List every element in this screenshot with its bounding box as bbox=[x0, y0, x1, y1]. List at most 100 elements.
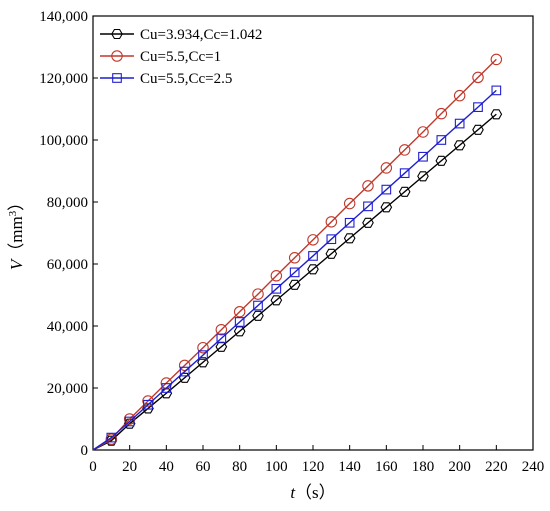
data-point bbox=[143, 399, 153, 410]
x-tick-label: 240 bbox=[522, 459, 545, 475]
data-point bbox=[453, 89, 466, 102]
x-tick-label: 220 bbox=[485, 459, 508, 475]
data-point bbox=[197, 341, 209, 354]
data-point bbox=[435, 155, 448, 166]
data-point bbox=[490, 53, 503, 66]
x-tick-label: 180 bbox=[412, 459, 435, 475]
y-axis-unit-exp: 3 bbox=[7, 210, 19, 216]
data-point bbox=[106, 432, 117, 443]
y-tick-label: 140,000 bbox=[39, 9, 88, 25]
data-point bbox=[197, 357, 209, 368]
data-point bbox=[380, 202, 393, 213]
data-point bbox=[270, 295, 283, 306]
data-point bbox=[288, 252, 301, 264]
series-line bbox=[92, 58, 497, 451]
y-tick-label: 100,000 bbox=[39, 133, 88, 149]
x-tick-label: 60 bbox=[196, 459, 211, 475]
data-point bbox=[307, 234, 319, 246]
data-point bbox=[178, 372, 191, 383]
data-point bbox=[234, 317, 245, 327]
y-tick-label: 60,000 bbox=[47, 257, 88, 273]
x-tick-label: 200 bbox=[448, 459, 471, 475]
data-point bbox=[399, 168, 410, 179]
data-point bbox=[252, 288, 264, 300]
data-point bbox=[326, 234, 337, 245]
legend-marker bbox=[112, 73, 122, 83]
data-point bbox=[398, 186, 411, 197]
data-point bbox=[179, 366, 190, 377]
x-tick-label: 140 bbox=[338, 459, 361, 475]
data-point bbox=[363, 201, 373, 212]
data-point bbox=[362, 180, 374, 192]
data-point bbox=[289, 267, 300, 278]
series-line bbox=[92, 89, 497, 451]
data-point bbox=[325, 248, 338, 259]
x-axis-symbol: t bbox=[290, 483, 296, 502]
y-tick-label: 80,000 bbox=[47, 195, 88, 211]
legend-label: Cu=5.5,Cc=2.5 bbox=[140, 71, 232, 87]
data-point bbox=[380, 162, 393, 174]
data-point bbox=[381, 184, 392, 195]
x-tick-label: 0 bbox=[89, 459, 97, 475]
legend-marker bbox=[111, 28, 123, 40]
data-point bbox=[233, 305, 246, 318]
data-point bbox=[123, 413, 136, 425]
legend-item: Cu=3.934,Cc=1.042 bbox=[100, 27, 262, 43]
data-point bbox=[178, 359, 191, 372]
data-point bbox=[252, 310, 264, 321]
data-point bbox=[253, 300, 263, 311]
data-point bbox=[362, 217, 374, 228]
data-point bbox=[418, 151, 428, 162]
data-point bbox=[105, 433, 118, 445]
x-tick-label: 120 bbox=[302, 459, 325, 475]
legend: Cu=3.934,Cc=1.042 Cu=5.5,Cc=1 Cu=5.5,Cc=2.… bbox=[100, 27, 262, 87]
x-tick-label: 160 bbox=[375, 459, 398, 475]
data-point bbox=[270, 270, 283, 282]
data-point bbox=[344, 217, 355, 228]
data-point bbox=[271, 283, 282, 294]
series bbox=[92, 109, 503, 451]
data-point bbox=[161, 383, 172, 393]
data-point bbox=[142, 403, 154, 414]
data-point bbox=[454, 118, 465, 129]
x-tick-label: 80 bbox=[232, 459, 247, 475]
x-tick-label: 40 bbox=[159, 459, 174, 475]
data-point bbox=[124, 416, 135, 427]
data-point bbox=[398, 144, 411, 156]
y-axis-unit-prefix: （mm bbox=[7, 216, 26, 259]
y-axis-symbol: V bbox=[7, 257, 26, 270]
data-point bbox=[216, 333, 227, 344]
data-point bbox=[142, 395, 154, 407]
plot-area bbox=[92, 53, 503, 451]
x-tick-label: 20 bbox=[122, 459, 137, 475]
data-point bbox=[435, 107, 448, 120]
legend-item: Cu=5.5,Cc=1 bbox=[100, 49, 221, 65]
y-tick-label: 20,000 bbox=[47, 381, 88, 397]
y-tick-label: 120,000 bbox=[39, 71, 88, 87]
y-tick-label: 40,000 bbox=[47, 319, 88, 335]
data-point bbox=[288, 279, 301, 290]
y-tick-label: 0 bbox=[81, 443, 89, 459]
data-point bbox=[325, 216, 338, 228]
series bbox=[92, 53, 503, 451]
y-axis-title: V（mm3） bbox=[7, 194, 26, 270]
data-point bbox=[343, 233, 356, 244]
legend-item: Cu=5.5,Cc=2.5 bbox=[100, 71, 232, 87]
data-point bbox=[491, 85, 502, 96]
series-line bbox=[92, 113, 497, 451]
x-tick-label: 100 bbox=[265, 459, 288, 475]
data-point bbox=[417, 171, 429, 182]
data-point bbox=[343, 197, 356, 210]
y-axis-unit-suffix: ） bbox=[7, 194, 26, 211]
data-point bbox=[436, 135, 447, 145]
axes: 0 20 40 60 80 100 120 140 160 180 200 220 240 0 20,000… bbox=[39, 9, 544, 475]
data-point bbox=[472, 71, 484, 84]
legend-marker bbox=[111, 50, 123, 62]
data-point bbox=[215, 323, 228, 336]
x-axis-unit: （s） bbox=[295, 483, 336, 502]
data-point bbox=[453, 140, 466, 151]
data-point bbox=[307, 264, 319, 275]
data-point bbox=[490, 109, 503, 120]
x-axis-title: t（s） bbox=[290, 483, 335, 502]
